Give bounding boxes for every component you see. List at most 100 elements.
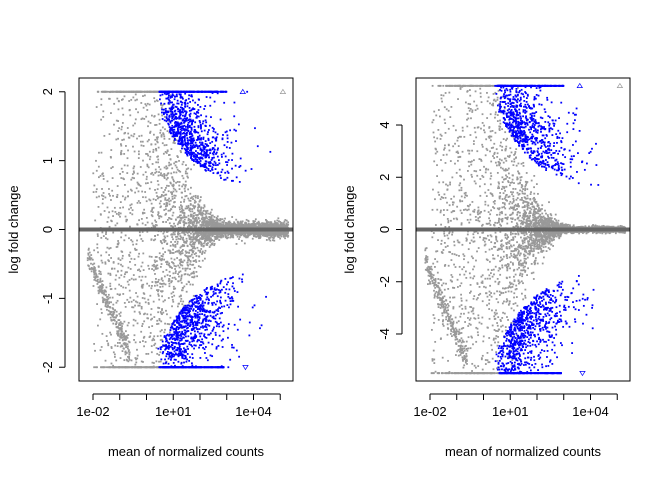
nonsignificant-point (137, 182, 140, 185)
nonsignificant-point (139, 140, 142, 143)
nonsignificant-point (192, 256, 194, 259)
nonsignificant-point (160, 135, 163, 138)
nonsignificant-point (210, 220, 213, 223)
nonsignificant-point (215, 235, 218, 238)
nonsignificant-point (205, 210, 207, 213)
nonsignificant-point (179, 264, 182, 266)
nonsignificant-point (122, 293, 125, 295)
significant-point (181, 140, 184, 142)
nonsignificant-point (212, 232, 215, 235)
nonsignificant-point (207, 235, 210, 238)
nonsignificant-point (257, 222, 260, 225)
significant-point (196, 308, 199, 310)
nonsignificant-point (137, 304, 140, 307)
nonsignificant-point (206, 239, 209, 242)
significant-point (192, 321, 195, 324)
nonsignificant-point (215, 223, 218, 225)
nonsignificant-point (193, 205, 195, 208)
nonsignificant-point (173, 197, 176, 199)
nonsignificant-point (98, 281, 101, 283)
nonsignificant-point (160, 277, 163, 280)
nonsignificant-point (173, 171, 175, 174)
nonsignificant-point (208, 219, 211, 221)
significant-point (219, 282, 222, 285)
nonsignificant-point (158, 215, 160, 218)
nonsignificant-point (187, 206, 190, 209)
nonsignificant-point (153, 115, 156, 117)
nonsignificant-point (284, 233, 287, 236)
nonsignificant-point (224, 236, 227, 239)
nonsignificant-point (154, 273, 156, 275)
nonsignificant-point (197, 265, 200, 268)
nonsignificant-point (90, 270, 93, 273)
nonsignificant-point (141, 90, 144, 93)
significant-point (180, 353, 183, 356)
nonsignificant-point (180, 201, 182, 204)
nonsignificant-point (116, 314, 118, 317)
nonsignificant-point (196, 221, 199, 223)
nonsignificant-point (123, 164, 126, 167)
nonsignificant-point (127, 149, 129, 152)
nonsignificant-point (239, 222, 242, 225)
nonsignificant-point (192, 212, 195, 215)
significant-point (191, 345, 194, 348)
nonsignificant-point (134, 247, 136, 250)
nonsignificant-point (126, 347, 129, 350)
nonsignificant-point (157, 174, 160, 177)
significant-point (168, 334, 170, 337)
nonsignificant-point (198, 204, 201, 207)
nonsignificant-point (177, 216, 180, 218)
nonsignificant-point (189, 283, 192, 286)
nonsignificant-point (286, 231, 289, 234)
nonsignificant-point (282, 235, 285, 238)
significant-point (231, 346, 233, 349)
significant-point (227, 172, 230, 174)
nonsignificant-point (279, 221, 282, 223)
nonsignificant-point (179, 246, 182, 249)
significant-point (180, 129, 183, 132)
nonsignificant-point (269, 225, 272, 228)
nonsignificant-point (155, 266, 157, 269)
nonsignificant-point (187, 257, 190, 260)
nonsignificant-point (165, 208, 167, 211)
nonsignificant-point (232, 225, 235, 227)
nonsignificant-point (187, 217, 190, 220)
nonsignificant-point (213, 240, 215, 242)
nonsignificant-point (100, 290, 102, 293)
nonsignificant-point (151, 339, 154, 342)
nonsignificant-point (163, 144, 166, 147)
nonsignificant-point (100, 98, 103, 101)
significant-point (206, 154, 208, 157)
nonsignificant-point (178, 206, 181, 209)
nonsignificant-point (141, 261, 144, 264)
nonsignificant-point (274, 234, 277, 237)
nonsignificant-point (199, 196, 202, 199)
nonsignificant-point (185, 267, 188, 270)
nonsignificant-point (167, 264, 170, 266)
nonsignificant-point (229, 231, 232, 234)
nonsignificant-point (168, 138, 171, 140)
nonsignificant-point (154, 138, 157, 141)
nonsignificant-point (194, 231, 197, 234)
nonsignificant-point (194, 236, 197, 239)
nonsignificant-point (179, 235, 182, 237)
nonsignificant-point (103, 298, 106, 301)
nonsignificant-point (191, 249, 194, 252)
nonsignificant-point (197, 195, 199, 198)
nonsignificant-point (205, 225, 208, 228)
nonsignificant-point (153, 265, 156, 268)
nonsignificant-point (229, 233, 232, 236)
nonsignificant-point (160, 263, 163, 265)
significant-point (191, 362, 193, 365)
nonsignificant-point (128, 301, 130, 304)
nonsignificant-point (158, 307, 161, 309)
significant-point (197, 126, 200, 129)
nonsignificant-point (132, 274, 135, 276)
significant-point (235, 349, 238, 352)
nonsignificant-point (145, 115, 148, 118)
nonsignificant-point (92, 172, 95, 175)
nonsignificant-point (193, 199, 196, 202)
nonsignificant-point (194, 205, 196, 208)
nonsignificant-point (251, 237, 254, 240)
nonsignificant-point (146, 163, 149, 166)
